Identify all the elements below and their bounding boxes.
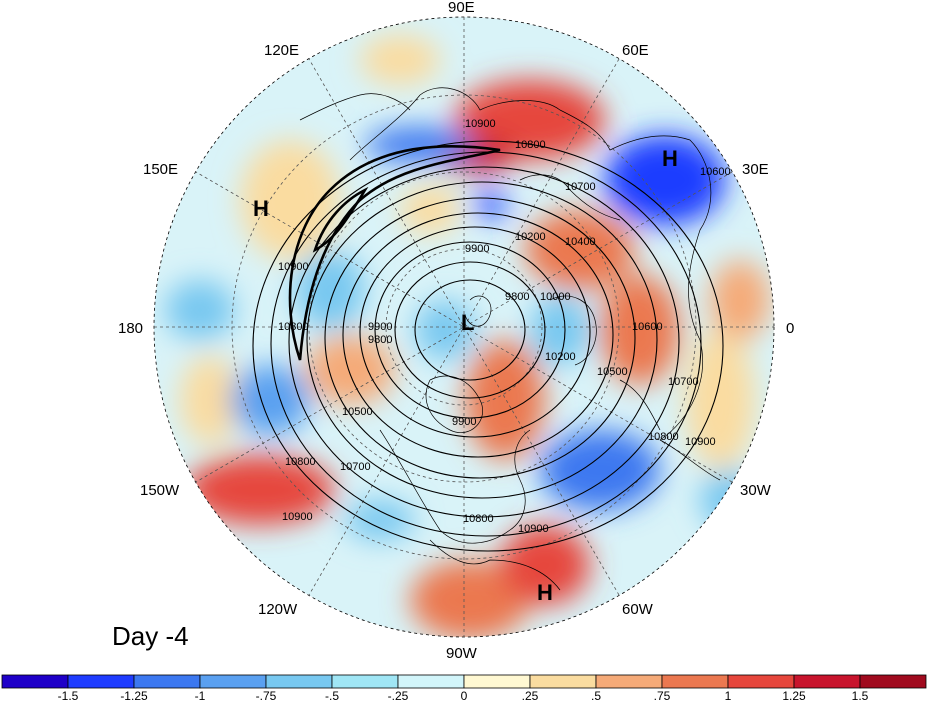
colorbar-swatch xyxy=(265,674,333,689)
colorbar-swatch xyxy=(133,674,201,689)
longitude-labels: 90E 60E 30E 0 30W 60W 90W 120W 150W 180 … xyxy=(118,0,794,662)
colorbar-swatch xyxy=(331,674,399,689)
lon-label-180: 180 xyxy=(118,320,143,337)
colorbar-tick-label: 1.25 xyxy=(782,689,806,702)
colorbar-swatch xyxy=(1,674,69,689)
contour-label: 10500 xyxy=(342,406,373,418)
lon-label-0: 0 xyxy=(786,320,794,337)
lon-label-60w: 60W xyxy=(622,601,654,618)
coastlines xyxy=(299,87,721,591)
contour-label: 10800 xyxy=(515,139,546,151)
contour-label: 10700 xyxy=(668,376,699,388)
contour-label: 10900 xyxy=(465,118,496,130)
colorbar-swatch xyxy=(727,674,795,689)
contour-label: 10900 xyxy=(685,436,716,448)
graticule xyxy=(153,16,775,638)
colorbar: -1.5 -1.25 -1 -.75 -.5 -.25 0 .25 .5 .75 1 1.25 1.5 xyxy=(1,674,927,702)
colorbar-tick-label: -1 xyxy=(195,689,206,702)
contour-label: 10600 xyxy=(700,166,731,178)
jet-core-contours xyxy=(288,145,501,361)
contour-label: 10900 xyxy=(282,511,313,523)
lon-label-150w: 150W xyxy=(140,482,180,499)
lon-label-30e: 30E xyxy=(742,161,769,178)
lon-label-90w: 90W xyxy=(446,645,478,662)
contour-label: 10600 xyxy=(632,321,663,333)
lon-label-60e: 60E xyxy=(622,42,649,59)
colorbar-swatch xyxy=(463,674,531,689)
contour-label: 10200 xyxy=(515,231,546,243)
colorbar-tick-label: -1.25 xyxy=(120,689,148,702)
contour-label: 10800 xyxy=(463,513,494,525)
colorbar-tick-label: .25 xyxy=(522,689,539,702)
colorbar-tick-label: .75 xyxy=(654,689,671,702)
contour-label: 10900 xyxy=(278,261,309,273)
contour-label: 10800 xyxy=(285,456,316,468)
lon-label-120w: 120W xyxy=(258,601,298,618)
contour-label: 9800 xyxy=(505,291,529,303)
contour-label: 9900 xyxy=(465,243,489,255)
anomaly-shading xyxy=(154,17,774,637)
contour-label: 10500 xyxy=(597,366,628,378)
low-center-pole: L xyxy=(461,310,474,335)
colorbar-swatch xyxy=(397,674,465,689)
colorbar-tick-label: 0 xyxy=(461,689,468,702)
contour-label: 9800 xyxy=(368,334,392,346)
colorbar-swatch xyxy=(67,674,135,689)
colorbar-tick-label: 1 xyxy=(725,689,732,702)
colorbar-swatch xyxy=(793,674,861,689)
colorbar-swatch xyxy=(529,674,597,689)
lon-label-90e: 90E xyxy=(448,0,475,16)
colorbar-swatch xyxy=(661,674,729,689)
colorbar-tick-label: -1.5 xyxy=(58,689,79,702)
height-contours xyxy=(252,140,724,552)
contour-label: 10900 xyxy=(518,523,549,535)
colorbar-tick-label: 1.5 xyxy=(852,689,869,702)
high-center-europe: H xyxy=(662,146,678,171)
colorbar-tick-label: -.5 xyxy=(325,689,339,702)
contour-label: 10800 xyxy=(648,431,679,443)
contour-label-group: 10900 10800 10700 10600 10400 10200 1000… xyxy=(278,118,731,535)
colorbar-tick-label: -.75 xyxy=(256,689,277,702)
contour-label: 10700 xyxy=(340,461,371,473)
panel-label: Day -4 xyxy=(112,621,189,651)
contour-label: 10400 xyxy=(565,236,596,248)
colorbar-tick-label: -.25 xyxy=(388,689,409,702)
colorbar-tick-label: .5 xyxy=(591,689,601,702)
colorbar-swatch xyxy=(199,674,267,689)
contour-label: 10800 xyxy=(278,321,309,333)
high-center-siberia: H xyxy=(253,196,269,221)
lon-label-120e: 120E xyxy=(264,42,299,59)
contour-label: 9900 xyxy=(452,416,476,428)
contour-label: 10000 xyxy=(540,291,571,303)
colorbar-swatch xyxy=(595,674,663,689)
colorbar-swatch xyxy=(859,674,927,689)
contour-label: 10200 xyxy=(545,351,576,363)
lon-label-30w: 30W xyxy=(740,482,772,499)
contour-label: 10700 xyxy=(565,181,596,193)
lon-label-150e: 150E xyxy=(143,161,178,178)
contour-label: 9900 xyxy=(368,321,392,333)
high-center-caribbean: H xyxy=(537,580,553,605)
